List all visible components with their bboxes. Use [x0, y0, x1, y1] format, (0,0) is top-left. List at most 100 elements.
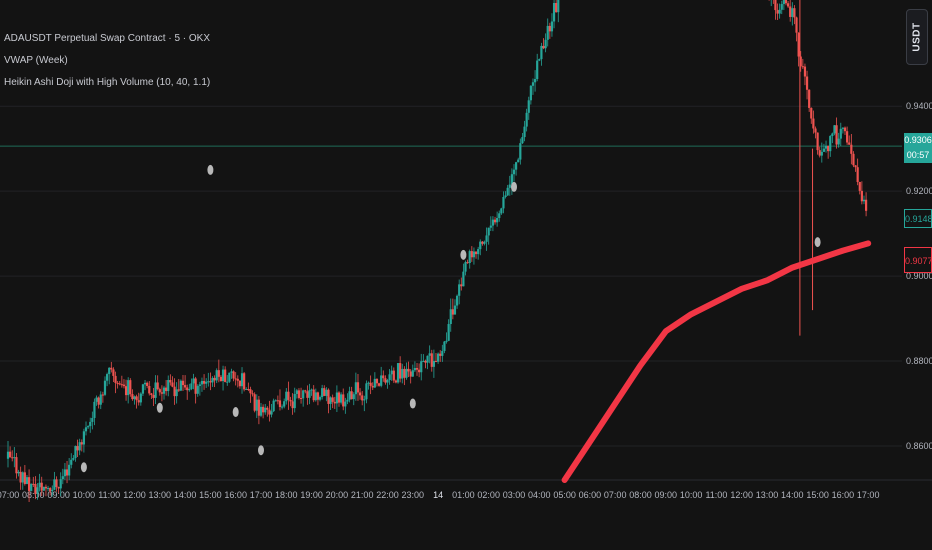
candle-body [304, 390, 307, 392]
candle-body [508, 184, 511, 188]
candle-body [814, 128, 817, 133]
candle-body [255, 399, 258, 411]
candle-body [162, 387, 166, 394]
candle-body [363, 399, 366, 401]
candle-body [407, 368, 410, 372]
currency-button[interactable]: USDT [906, 9, 928, 65]
candle-body [441, 350, 444, 356]
candle-body [55, 479, 58, 488]
doji-marker [156, 402, 163, 413]
legend-symbol[interactable]: ADAUSDT Perpetual Swap Contract · 5 · OK… [4, 33, 211, 44]
candle-body [249, 389, 252, 394]
candle-body [302, 390, 305, 399]
candle-body [11, 457, 14, 459]
candle-body [49, 488, 52, 492]
candle-body [57, 487, 60, 489]
candle-body [234, 378, 237, 380]
candle-body [829, 136, 832, 152]
candle-body [194, 378, 197, 394]
candle-body [424, 360, 427, 363]
x-tick-label: 11:00 [98, 490, 120, 500]
candle-body [850, 144, 853, 154]
candle-body [17, 471, 20, 474]
candle-body [382, 375, 385, 379]
candle-body [451, 309, 454, 315]
x-tick-label: 10:00 [73, 490, 96, 500]
candle-body [148, 385, 151, 394]
candle-body [835, 125, 838, 145]
candle-body [380, 375, 383, 386]
x-tick-label: 04:00 [528, 490, 551, 500]
candle-body [818, 150, 821, 156]
candle-body [552, 2, 556, 22]
candle-body [340, 394, 343, 403]
x-tick-label: 09:00 [655, 490, 678, 500]
candle-body [245, 389, 248, 391]
candle-body [105, 374, 109, 381]
candle-body [253, 394, 256, 411]
candle-body [158, 389, 161, 393]
x-tick-label: 21:00 [351, 490, 374, 500]
candle-body [299, 397, 303, 399]
candle-body [489, 225, 492, 228]
candle-body [386, 380, 389, 383]
candle-body [251, 393, 254, 395]
candle-body [852, 153, 855, 166]
candle-body [287, 391, 290, 400]
candle-body [430, 353, 433, 367]
x-tick-label: 08:00 [22, 490, 45, 500]
x-tick-label: 16:00 [832, 490, 855, 500]
candle-body [262, 406, 265, 413]
x-tick-label: 05:00 [553, 490, 576, 500]
candle-body [221, 369, 225, 382]
candle-body [409, 371, 412, 377]
legend-heikin-ashi[interactable]: Heikin Ashi Doji with High Volume (10, 4… [4, 77, 211, 88]
candle-body [129, 380, 132, 395]
candle-body [131, 394, 134, 400]
candle-body [862, 199, 866, 202]
candle-body [437, 353, 440, 362]
candle-body [841, 127, 844, 129]
y-tick-label: 0.9400 [906, 101, 932, 111]
currency-label: USDT [911, 22, 923, 52]
candle-body [93, 401, 96, 418]
candle-body [236, 378, 239, 381]
candle-body [784, 0, 788, 4]
candle-body [196, 385, 199, 394]
candle-body [820, 151, 823, 156]
vwap-price-tag: 0.9077 [904, 247, 932, 273]
bar-countdown: 00:57 [906, 150, 930, 160]
x-tick-label: 20:00 [326, 490, 349, 500]
candle-body [306, 391, 309, 398]
candle-body [527, 100, 530, 113]
x-tick-label: 19:00 [300, 490, 323, 500]
candle-body [272, 400, 275, 412]
candle-body [188, 389, 191, 391]
candle-body [32, 483, 35, 485]
candle-body [447, 324, 450, 341]
candle-body [367, 382, 370, 384]
candle-body [329, 397, 332, 404]
candle-body [525, 112, 528, 127]
candle-body [205, 381, 208, 384]
candle-body [449, 309, 452, 325]
candle-body [415, 367, 419, 370]
candle-body [127, 380, 130, 396]
candle-body [824, 145, 828, 149]
candle-body [160, 392, 164, 394]
candle-body [399, 363, 402, 379]
candle-body [289, 399, 292, 402]
candle-body [413, 367, 417, 371]
candle-body [458, 284, 461, 296]
candle-body [833, 125, 836, 134]
candle-body [846, 131, 849, 143]
x-tick-label: 18:00 [275, 490, 298, 500]
candle-body [268, 409, 271, 415]
candle-body [152, 394, 155, 398]
candle-body [112, 369, 115, 376]
candle-body [280, 406, 284, 408]
legend-vwap[interactable]: VWAP (Week) [4, 55, 68, 66]
candle-body [78, 442, 81, 451]
